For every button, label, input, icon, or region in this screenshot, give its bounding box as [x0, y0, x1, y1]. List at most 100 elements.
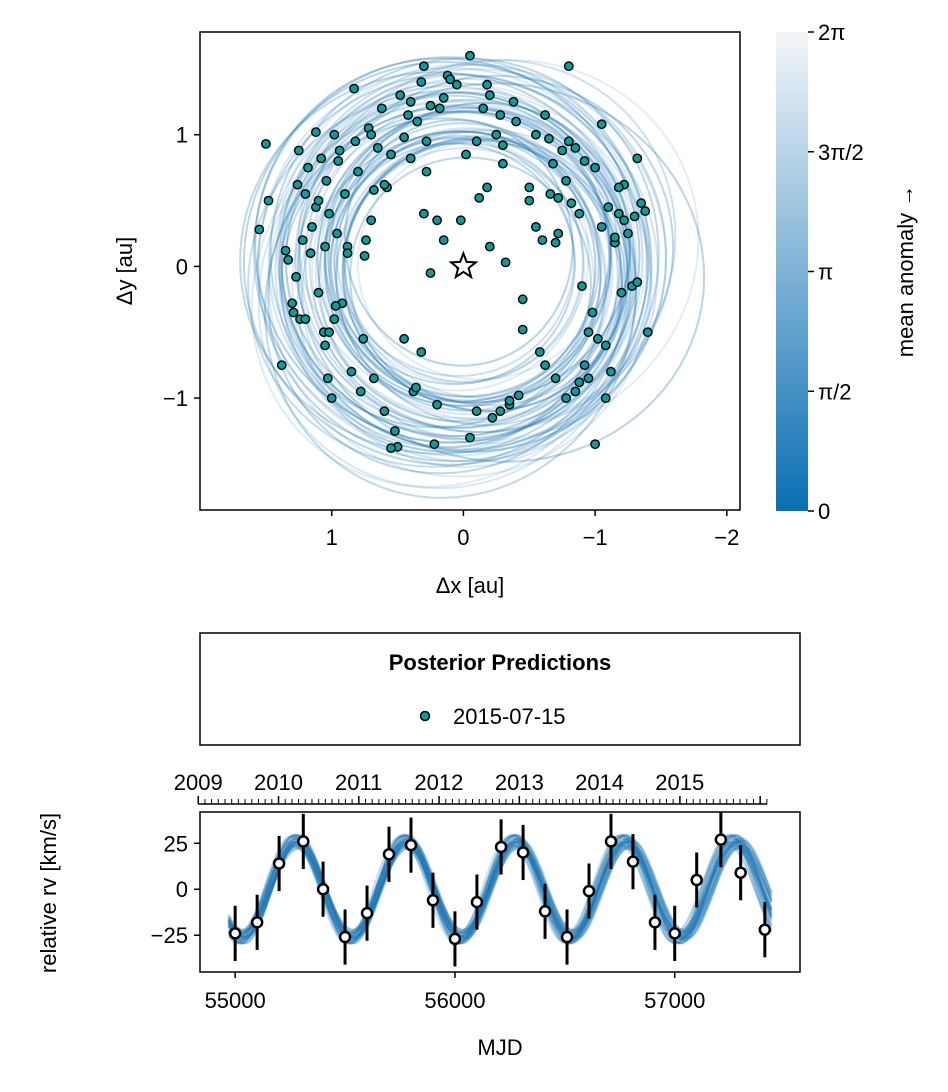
orbit-point [570, 386, 581, 397]
orbit-point [358, 333, 369, 344]
rv-y-tick-label: 0 [176, 877, 188, 902]
orbit-point [316, 153, 327, 164]
orbit-point [349, 83, 359, 94]
orbit-point [305, 248, 316, 259]
orbit-point [292, 179, 303, 190]
orbit-point [359, 250, 370, 261]
year-label: 2009 [174, 770, 223, 795]
orbit-point [333, 156, 344, 166]
colorbar: 0 π/2 π 3π/2 2π mean anomaly → [776, 20, 918, 524]
orbit-point [531, 221, 541, 232]
orbit-point [288, 307, 299, 318]
orbit-point [629, 211, 640, 222]
rv-point [382, 848, 396, 861]
orbit-point [418, 61, 429, 72]
rv-point [426, 894, 440, 907]
orbit-point [368, 373, 379, 384]
rv-point [250, 916, 264, 929]
orbit-point [544, 133, 554, 144]
orbit-point [534, 347, 545, 357]
colorbar-tick-label: π [818, 260, 833, 285]
rv-point [538, 905, 552, 918]
orbit-point [465, 432, 475, 443]
orbit-point [379, 406, 390, 417]
orbit-point [451, 79, 462, 90]
orbit-point [412, 116, 423, 127]
orbit-point [346, 366, 357, 377]
orbit-point [254, 224, 265, 235]
orbit-point [482, 182, 492, 193]
orbit-point [300, 314, 311, 324]
orbit-point [487, 412, 498, 423]
orbit-point [355, 386, 366, 397]
orbit-track [342, 139, 624, 413]
orbit-track [314, 122, 612, 420]
orbit-point [465, 50, 475, 61]
year-label: 2011 [335, 770, 382, 795]
year-label: 2013 [495, 770, 544, 795]
orbit-point [320, 340, 330, 351]
rv-y-tick-label: 25 [164, 831, 188, 856]
orbit-point [491, 129, 502, 140]
star-marker [448, 250, 479, 280]
colorbar-tick-label: 2π [818, 20, 845, 45]
rv-point [404, 838, 418, 852]
orbit-point [590, 162, 600, 173]
rv-point [228, 927, 242, 940]
orbit-point [321, 175, 332, 186]
colorbar-tick-label: 0 [818, 499, 830, 524]
orbit-track [298, 58, 677, 434]
orbit-point [511, 116, 521, 127]
rv-point [360, 906, 374, 920]
orbit-track [247, 90, 633, 468]
orbit-point [478, 103, 489, 114]
orbit-point [553, 192, 564, 203]
orbit-posterior-points [254, 50, 653, 453]
orbit-point [350, 136, 361, 147]
orbit-x-tick-label: −1 [583, 525, 608, 550]
orbit-point [613, 182, 624, 193]
orbit-point [616, 287, 627, 298]
orbit-point [574, 377, 585, 388]
colorbar-label: mean anomaly → [893, 185, 918, 357]
rv-point [338, 930, 352, 944]
orbit-point [329, 129, 340, 140]
orbit-point [596, 119, 607, 130]
orbit-point [432, 215, 442, 226]
orbit-point [471, 406, 482, 417]
orbit-point [389, 426, 400, 436]
colorbar-tick-label: 3π/2 [818, 140, 864, 165]
rv-y-axis-label: relative rv [km/s] [36, 813, 61, 973]
orbit-point [600, 393, 611, 403]
orbit-point [287, 298, 298, 309]
orbit-point [524, 195, 535, 206]
orbit-point [326, 393, 337, 403]
orbit-point [283, 254, 294, 265]
rv-x-tick-label: 56000 [424, 988, 485, 1013]
orbit-x-ticks: 1 0 −1 −2 [326, 510, 739, 550]
orbit-point [405, 153, 416, 164]
orbit-track [301, 130, 608, 448]
rv-x-ticks: 55000 56000 57000 [205, 972, 705, 1013]
orbit-point [432, 399, 442, 410]
orbit-track [250, 100, 632, 488]
orbit-track [327, 101, 631, 404]
orbit-point [531, 129, 541, 140]
orbit-point [497, 140, 508, 151]
orbit-track [335, 147, 595, 412]
orbit-point [610, 232, 620, 243]
legend-title: Posterior Predictions [389, 650, 612, 675]
orbit-point [550, 373, 561, 384]
orbit-axes-frame [199, 31, 741, 511]
orbit-point [603, 202, 614, 213]
orbit-track [256, 72, 649, 463]
orbit-point [455, 215, 466, 226]
orbit-point [434, 103, 445, 114]
orbit-point [495, 406, 506, 417]
orbit-point [636, 198, 647, 209]
orbit-point [583, 373, 594, 384]
orbit-point [342, 248, 353, 259]
orbit-track [341, 137, 627, 412]
rv-point [560, 930, 574, 944]
orbit-point [524, 182, 535, 193]
